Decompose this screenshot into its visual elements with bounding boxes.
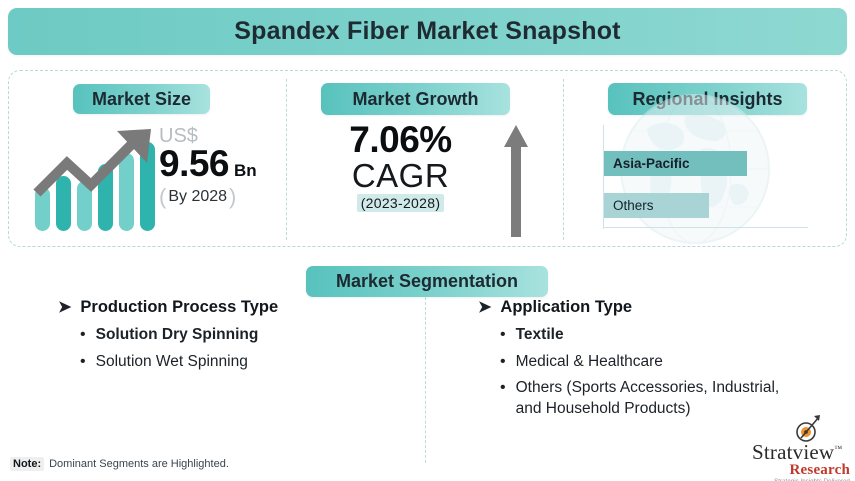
panel-divider-2: [563, 79, 564, 240]
dot-bullet-icon: •: [500, 379, 506, 397]
paren-close: ): [229, 184, 237, 209]
cagr-value: 7.06%: [349, 119, 452, 160]
segmentation-item-label: Solution Wet Spinning: [95, 352, 248, 370]
page-title: Spandex Fiber Market Snapshot: [234, 17, 621, 45]
segmentation-item: • Medical & Healthcare: [500, 352, 823, 373]
dot-bullet-icon: •: [500, 326, 506, 343]
logo-name: Stratview™: [752, 442, 850, 463]
chart-y-axis: [603, 125, 605, 229]
segmentation-item-label: Medical & Healthcare: [515, 352, 663, 370]
region-bar-label: Others: [613, 198, 654, 213]
note: Note: Dominant Segments are Highlighted.: [10, 457, 229, 471]
regional-insights-badge: Regional Insights: [608, 83, 807, 115]
paren-open: (: [159, 184, 167, 209]
segmentation-heading: ➤ Application Type: [478, 298, 823, 318]
stratview-research-logo: Stratview™ Research Strategic Insights D…: [752, 415, 850, 481]
segmentation-item-label: Textile: [515, 326, 564, 343]
cagr-label: CAGR: [351, 156, 450, 194]
segmentation-item: • Others (Sports Accessories, Industrial…: [500, 378, 823, 419]
segmentation-column-application-type: ➤ Application Type • Textile • Medical &…: [478, 298, 823, 425]
segmentation-divider: [425, 297, 426, 463]
market-size-cell: Market Size US$: [9, 71, 286, 248]
note-label: Note:: [10, 457, 45, 471]
market-size-value: 9.56: [159, 143, 230, 184]
chart-x-axis: [603, 226, 808, 228]
market-segmentation-badge: Market Segmentation: [306, 266, 548, 297]
logo-subtitle: Research: [789, 462, 850, 478]
cagr-period: (2023-2028): [356, 194, 445, 213]
market-size-unit: Bn: [234, 161, 257, 180]
market-growth-text: 7.06% CAGR (2023-2028): [308, 121, 493, 236]
growth-bar-chart-icon: [29, 123, 162, 233]
logo-tagline: Strategic Insights Delivered: [752, 479, 850, 481]
logo-name-text: Stratview: [752, 440, 835, 464]
up-arrow-icon: [493, 121, 539, 237]
target-arrow-logo-icon: [792, 414, 822, 449]
market-size-currency: US$: [159, 125, 198, 147]
dot-bullet-icon: •: [80, 352, 86, 370]
segmentation-heading: ➤ Production Process Type: [58, 298, 413, 318]
note-text: Dominant Segments are Highlighted.: [49, 458, 229, 470]
segmentation-heading-label: Application Type: [500, 298, 633, 316]
regional-bar-chart: Asia-Pacific Others: [603, 121, 818, 236]
market-growth-content: 7.06% CAGR (2023-2028): [308, 121, 543, 237]
arrow-bullet-icon: ➤: [58, 299, 72, 316]
arrow-bullet-icon: ➤: [478, 299, 492, 316]
segmentation-item-label: Others (Sports Accessories, Industrial, …: [515, 379, 780, 417]
panel-divider-1: [286, 79, 287, 240]
segmentation-item: • Solution Dry Spinning: [80, 325, 413, 346]
regional-insights-cell: Regional Insights: [563, 71, 848, 248]
market-growth-cell: Market Growth 7.06% CAGR (2023-2028): [286, 71, 563, 248]
segmentation-item: • Solution Wet Spinning: [80, 352, 413, 373]
market-growth-badge: Market Growth: [321, 83, 510, 115]
segmentation-heading-label: Production Process Type: [80, 298, 279, 316]
market-size-period-text: By 2028: [168, 188, 228, 205]
segmentation-item-label: Solution Dry Spinning: [95, 326, 259, 343]
market-size-value-row: 9.56 Bn: [159, 145, 284, 182]
kpi-panel: Market Size US$: [8, 70, 847, 247]
market-size-figures: US$ 9.56 Bn ( By 2028 ): [159, 126, 284, 208]
segmentation-item: • Textile: [500, 325, 823, 346]
logo-trademark: ™: [834, 444, 843, 453]
region-bar-others: Others: [604, 193, 709, 218]
dot-bullet-icon: •: [80, 326, 86, 343]
market-size-period: ( By 2028 ): [159, 186, 284, 208]
segmentation-column-production-process-type: ➤ Production Process Type • Solution Dry…: [58, 298, 413, 378]
dot-bullet-icon: •: [500, 352, 506, 370]
page-title-bar: Spandex Fiber Market Snapshot: [8, 8, 847, 55]
region-bar-asia-pacific: Asia-Pacific: [604, 151, 747, 176]
market-size-badge: Market Size: [73, 84, 210, 114]
region-bar-label: Asia-Pacific: [613, 156, 690, 171]
